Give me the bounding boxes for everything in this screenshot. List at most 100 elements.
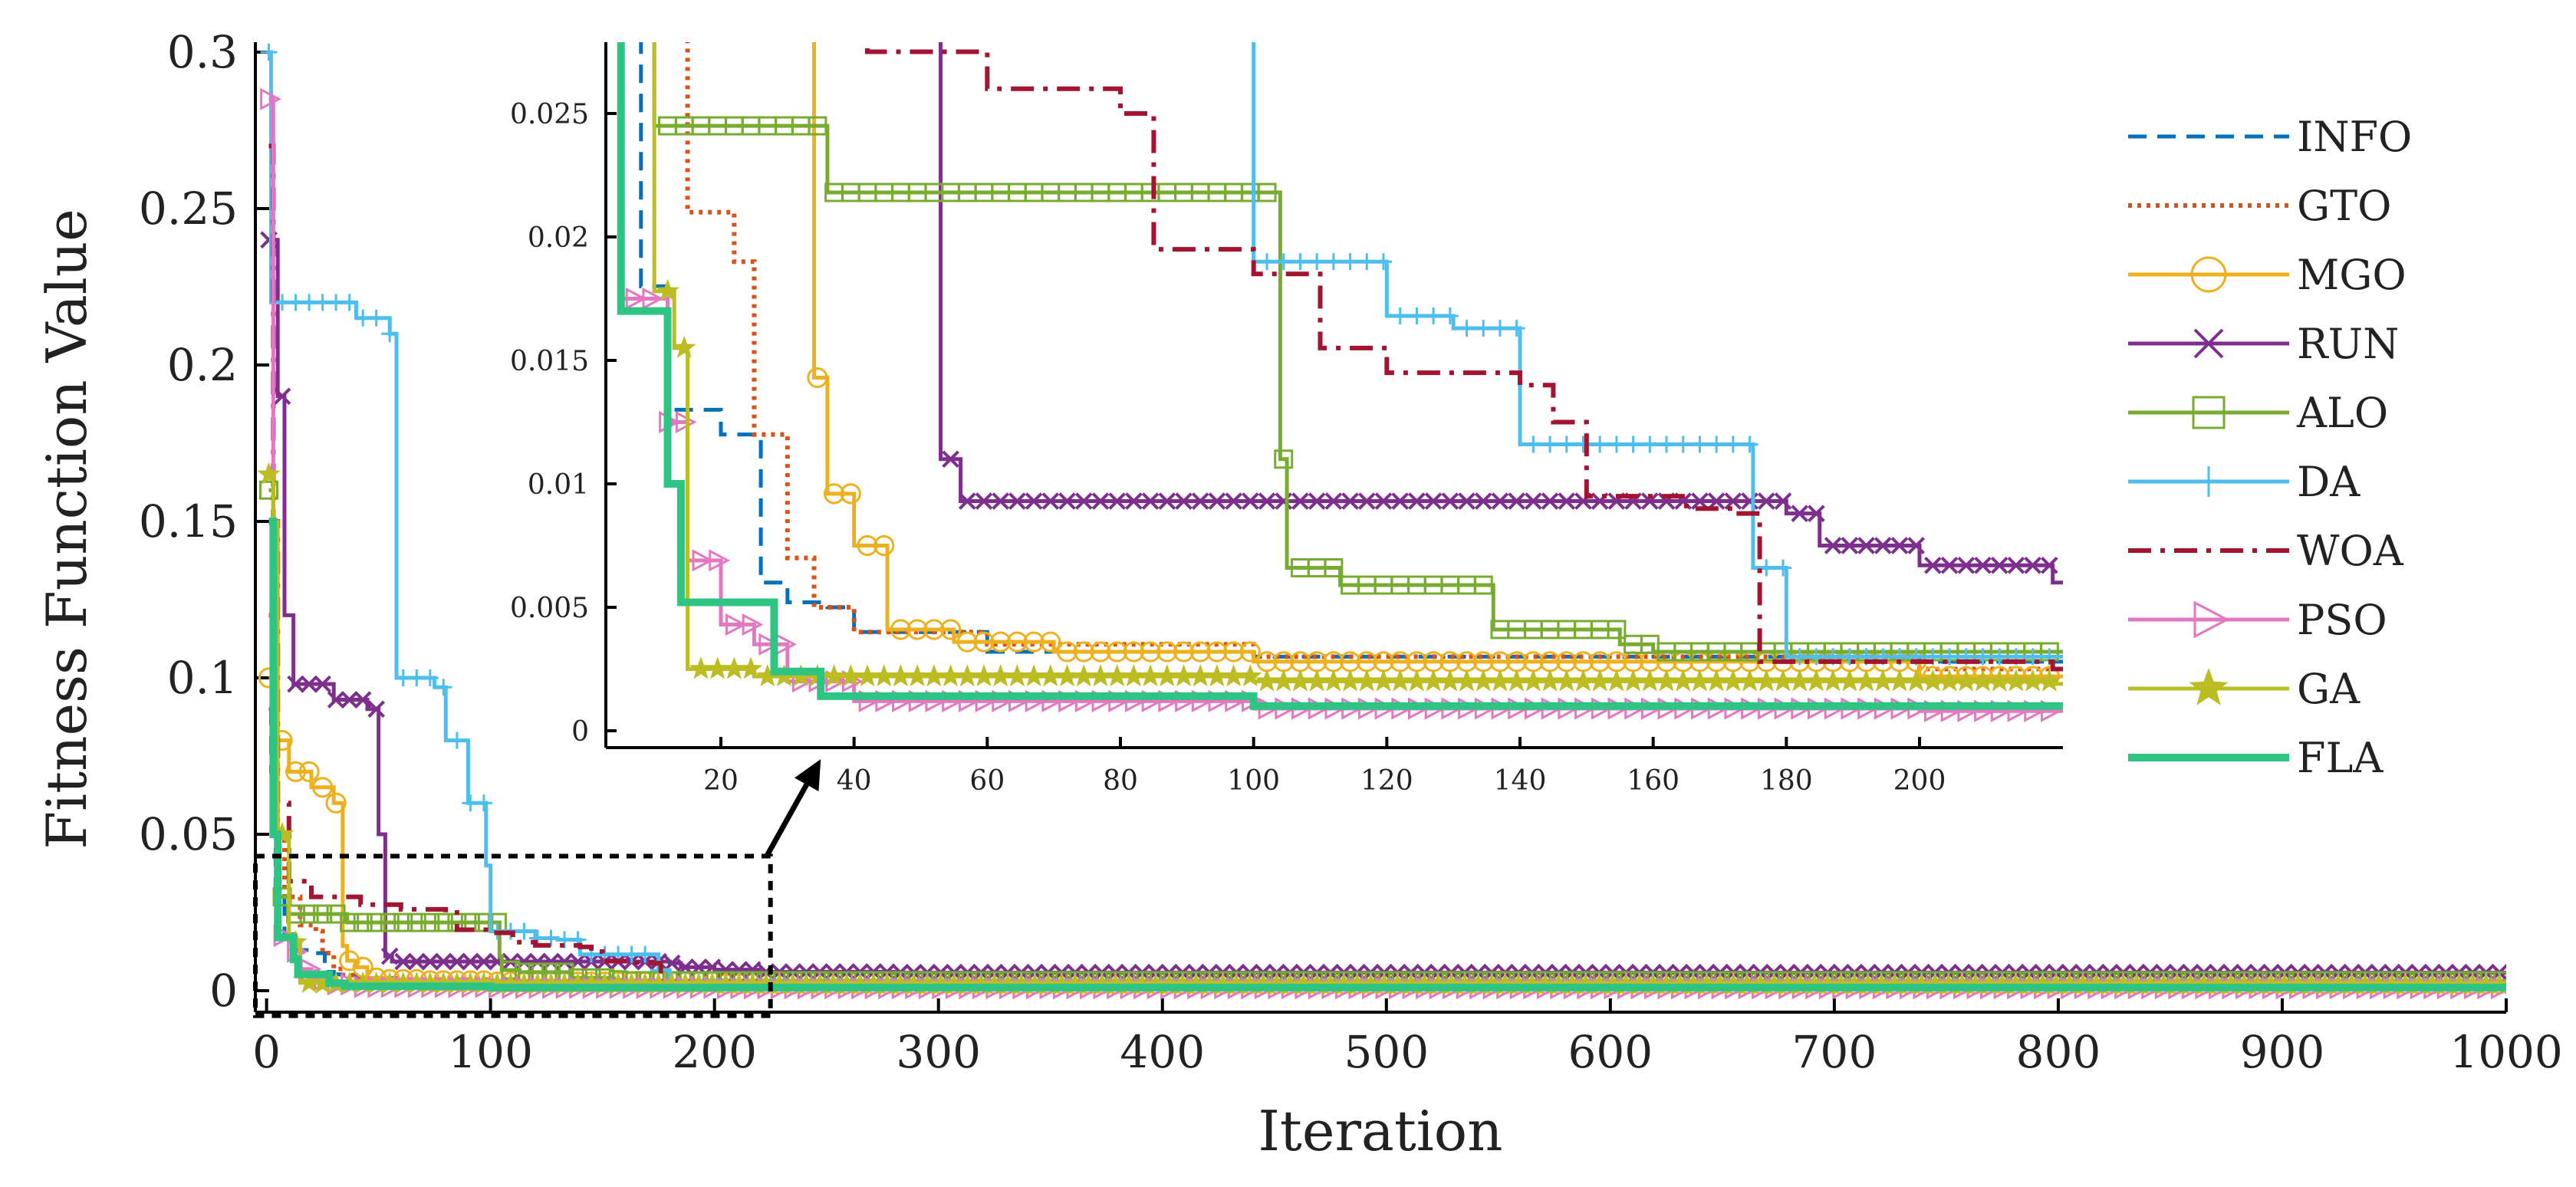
inset-x-tick-label: 80 [1103, 765, 1138, 797]
series-marker [1757, 492, 1775, 510]
legend-label: INFO [2297, 113, 2412, 161]
series-marker [448, 732, 466, 749]
inset-x-tick-label: 40 [837, 765, 872, 797]
series-marker [1707, 492, 1726, 510]
inset-y-tick-label: 0.025 [510, 99, 589, 130]
series-marker [367, 700, 386, 718]
series-marker [642, 287, 664, 311]
series-marker [906, 619, 928, 640]
series-marker [297, 970, 321, 993]
series-marker [327, 691, 345, 709]
series-marker [433, 912, 453, 932]
series-marker [1324, 557, 1344, 577]
series-marker [285, 761, 307, 783]
series-marker [475, 952, 493, 971]
main-y-tick-label: 0.3 [167, 26, 238, 78]
legend-item-woa: WOA [2128, 527, 2404, 575]
main-series-info [268, 707, 2506, 985]
inset-line-woa [865, 42, 2063, 672]
inset-y-tick-label: 0.01 [528, 469, 589, 501]
legend-item-ga: GA [2128, 665, 2361, 713]
series-marker [1441, 492, 1459, 510]
inset-y-tick-label: 0.005 [510, 593, 589, 624]
series-marker [1275, 253, 1292, 271]
series-marker [1073, 641, 1094, 663]
series-marker [1541, 492, 1559, 510]
series-marker [314, 675, 331, 693]
series-marker [2041, 556, 2058, 574]
inset-x-tick-label: 180 [1760, 765, 1813, 797]
series-marker [340, 912, 360, 932]
inset-series-group [617, 42, 2063, 722]
series-marker [1758, 559, 1775, 577]
series-marker [692, 549, 714, 572]
series-marker [1058, 492, 1076, 510]
series-marker [298, 761, 320, 783]
series-marker [1291, 253, 1309, 271]
series-marker [1473, 575, 1493, 595]
series-marker [1624, 436, 1642, 453]
series-marker [807, 367, 828, 389]
series-marker [1641, 492, 1659, 510]
series-marker [1774, 559, 1791, 577]
series-marker [758, 633, 781, 656]
series-marker [380, 947, 399, 965]
inset-x-tick-label: 140 [1494, 765, 1547, 797]
series-marker [1358, 253, 1376, 271]
series-marker [475, 794, 492, 812]
main-y-tick-label: 0 [209, 965, 238, 1017]
series-marker [1025, 492, 1043, 510]
main-line-info [268, 707, 2506, 985]
series-marker [1541, 436, 1559, 453]
inset-y-tick-label: 0 [571, 716, 589, 748]
series-marker [1208, 492, 1226, 510]
series-marker [2192, 396, 2226, 429]
series-marker [625, 287, 647, 311]
series-marker [1374, 253, 1392, 271]
series-marker [367, 912, 387, 932]
series-marker [1008, 492, 1026, 510]
series-marker [742, 613, 764, 636]
legend-label: GA [2297, 665, 2361, 713]
series-marker [1408, 307, 1426, 325]
series-marker [462, 952, 479, 971]
series-marker [542, 929, 560, 947]
series-marker [1425, 307, 1443, 325]
series-marker [956, 631, 978, 653]
series-marker [1990, 556, 2008, 574]
series-marker [287, 675, 304, 693]
inset-line-alo [652, 42, 2063, 654]
series-marker [1491, 492, 1509, 510]
series-marker [1724, 492, 1742, 510]
series-marker [725, 613, 747, 636]
series-marker [656, 278, 679, 301]
series-marker [421, 669, 439, 686]
series-marker [992, 492, 1010, 510]
series-marker [1841, 648, 1858, 666]
legend-item-fla: FLA [2128, 734, 2384, 782]
series-marker [1140, 641, 1161, 663]
inset-x-tick-label: 160 [1627, 765, 1679, 797]
series-marker [380, 912, 400, 932]
series-marker [1941, 648, 1959, 666]
series-marker [1141, 492, 1160, 510]
series-marker [2193, 328, 2224, 359]
series-marker [975, 492, 993, 510]
inset-background [606, 42, 2063, 748]
series-marker [1291, 492, 1309, 510]
series-marker [2193, 466, 2224, 497]
main-series-fla [268, 518, 2506, 991]
series-marker [1874, 537, 1892, 554]
series-marker [1357, 492, 1376, 510]
series-marker [1441, 307, 1459, 325]
main-x-tick-label: 200 [672, 1026, 757, 1078]
legend-item-alo: ALO [2128, 389, 2388, 437]
series-marker [2193, 600, 2230, 639]
main-ticks: 0 100 200 300 400 500 600 700 800 900 100000.050.1… [139, 26, 2563, 1078]
series-marker [873, 534, 895, 557]
series-marker [739, 656, 763, 679]
main-y-tick-label: 0.05 [139, 808, 238, 860]
zoom-arrowhead [795, 759, 821, 791]
series-marker [1607, 436, 1625, 453]
